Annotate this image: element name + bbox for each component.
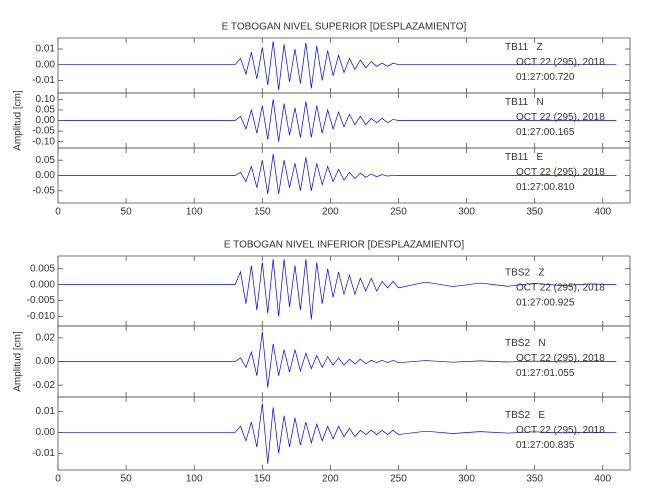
station-label: TBS2 Z	[505, 268, 544, 279]
panel-frame	[57, 396, 631, 471]
x-tick-label: 0	[55, 207, 61, 218]
y-axis-label: Amplitud [cm]	[13, 331, 24, 392]
station-label: TBS2 E	[505, 410, 545, 421]
station-label: TB11 E	[505, 152, 543, 163]
x-tick-label: 50	[121, 207, 133, 218]
x-tick-label: 50	[121, 474, 133, 485]
y-tick-label: 0.01	[36, 406, 56, 417]
y-axis-label: Amplitud [cm]	[13, 90, 24, 151]
y-tick-label: -0.05	[32, 185, 55, 196]
date-label: OCT 22 (295), 2018	[516, 283, 605, 294]
chart-title: E TOBOGAN NIVEL INFERIOR [DESPLAZAMIENTO…	[224, 240, 464, 251]
x-tick-label: 200	[322, 474, 339, 485]
x-tick-label: 200	[322, 207, 339, 218]
y-tick-label: 0.00	[36, 356, 56, 367]
y-tick-label: -0.005	[27, 295, 56, 306]
time-label: 01:27:00.835	[516, 440, 575, 451]
x-tick-label: 400	[594, 474, 611, 485]
x-tick-label: 150	[254, 207, 271, 218]
x-tick-label: 400	[594, 207, 611, 218]
chart-title: E TOBOGAN NIVEL SUPERIOR [DESPLAZAMIENTO…	[222, 22, 467, 33]
y-tick-label: -0.05	[32, 126, 55, 137]
y-tick-label: -0.02	[32, 380, 55, 391]
trace	[58, 99, 617, 142]
x-tick-label: 350	[526, 474, 543, 485]
x-tick-label: 0	[55, 474, 61, 485]
trace	[58, 154, 617, 194]
date-label: OCT 22 (295), 2018	[516, 425, 605, 436]
time-label: 01:27:01.055	[516, 368, 575, 379]
y-tick-label: -0.010	[27, 311, 56, 322]
date-label: OCT 22 (295), 2018	[516, 353, 605, 364]
trace	[58, 331, 617, 388]
y-tick-label: 0.00	[36, 170, 56, 181]
station-label: TB11 N	[505, 97, 544, 108]
x-tick-label: 350	[526, 207, 543, 218]
time-label: 01:27:00.720	[516, 72, 575, 83]
y-tick-label: 0.00	[36, 59, 56, 70]
y-tick-label: -0.01	[32, 448, 55, 459]
date-label: OCT 22 (295), 2018	[516, 112, 605, 123]
station-label: TBS2 N	[505, 338, 546, 349]
y-tick-label: -0.01	[32, 75, 55, 86]
x-tick-label: 100	[186, 474, 203, 485]
date-label: OCT 22 (295), 2018	[516, 57, 605, 68]
y-tick-label: 0.05	[36, 155, 56, 166]
time-label: 01:27:00.925	[516, 298, 575, 309]
x-tick-label: 250	[390, 207, 407, 218]
y-tick-label: 0.01	[36, 44, 56, 55]
trace	[58, 403, 617, 464]
time-label: 01:27:00.810	[516, 182, 575, 193]
x-tick-label: 100	[186, 207, 203, 218]
trace	[58, 259, 617, 320]
y-tick-label: 0.000	[30, 279, 55, 290]
y-tick-label: 0.10	[36, 94, 56, 105]
y-tick-label: 0.02	[36, 332, 56, 343]
y-tick-label: 0.00	[36, 427, 56, 438]
y-tick-label: 0.00	[36, 115, 56, 126]
trace	[58, 41, 617, 90]
x-tick-label: 300	[458, 207, 475, 218]
station-label: TB11 Z	[505, 42, 543, 53]
x-tick-label: 300	[458, 474, 475, 485]
date-label: OCT 22 (295), 2018	[516, 167, 605, 178]
x-tick-label: 150	[254, 474, 271, 485]
x-tick-label: 250	[390, 474, 407, 485]
y-tick-label: 0.005	[30, 263, 55, 274]
y-tick-label: -0.10	[32, 136, 55, 147]
time-label: 01:27:00.165	[516, 127, 575, 138]
y-tick-label: 0.05	[36, 105, 56, 116]
